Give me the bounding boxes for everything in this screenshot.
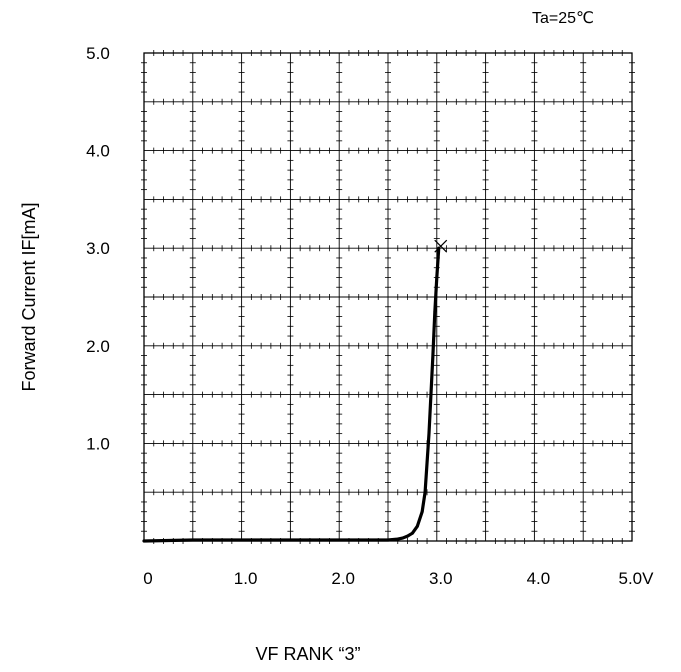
x-tick-label: 3.0	[429, 569, 453, 588]
y-tick-label: 1.0	[86, 434, 110, 453]
y-tick-labels: 1.0 2.0 3.0 4.0 5.0	[86, 44, 110, 453]
x-tick-label: 1.0	[234, 569, 258, 588]
x-tick-label: 5.0V	[619, 569, 655, 588]
data-point	[289, 538, 292, 542]
grid	[144, 53, 632, 541]
y-tick-label: 3.0	[86, 239, 110, 258]
data-point	[423, 490, 427, 494]
end-marker	[434, 239, 448, 253]
temperature-annotation: Ta=25℃	[532, 10, 594, 27]
data-point	[401, 536, 405, 540]
y-axis-label: Forward Current IF[mA]	[19, 202, 39, 391]
series-layer	[142, 239, 448, 543]
data-point	[427, 432, 431, 436]
x-axis-label: VF RANK “3”	[255, 644, 360, 664]
data-point	[337, 538, 341, 542]
data-point	[435, 276, 439, 279]
series-line	[142, 246, 441, 543]
data-point	[415, 524, 419, 528]
data-point	[386, 538, 390, 542]
x-tick-label: 0	[143, 569, 152, 588]
x-tick-labels: 0 1.0 2.0 3.0 4.0 5.0V	[143, 569, 654, 588]
x-tick-label: 4.0	[527, 569, 551, 588]
data-point	[411, 531, 414, 535]
data-point	[429, 393, 433, 396]
minor-ticks	[141, 50, 635, 544]
x-tick-label: 2.0	[331, 569, 355, 588]
data-point	[431, 354, 435, 357]
data-point	[240, 538, 244, 542]
data-point	[420, 510, 424, 514]
data-point	[142, 539, 146, 543]
y-tick-label: 5.0	[86, 44, 110, 63]
data-point	[191, 538, 195, 542]
data-point	[396, 537, 400, 541]
data-point	[425, 461, 429, 465]
y-tick-label: 2.0	[86, 337, 110, 356]
data-point	[433, 310, 437, 314]
data-point	[406, 534, 409, 538]
y-tick-label: 4.0	[86, 142, 110, 161]
